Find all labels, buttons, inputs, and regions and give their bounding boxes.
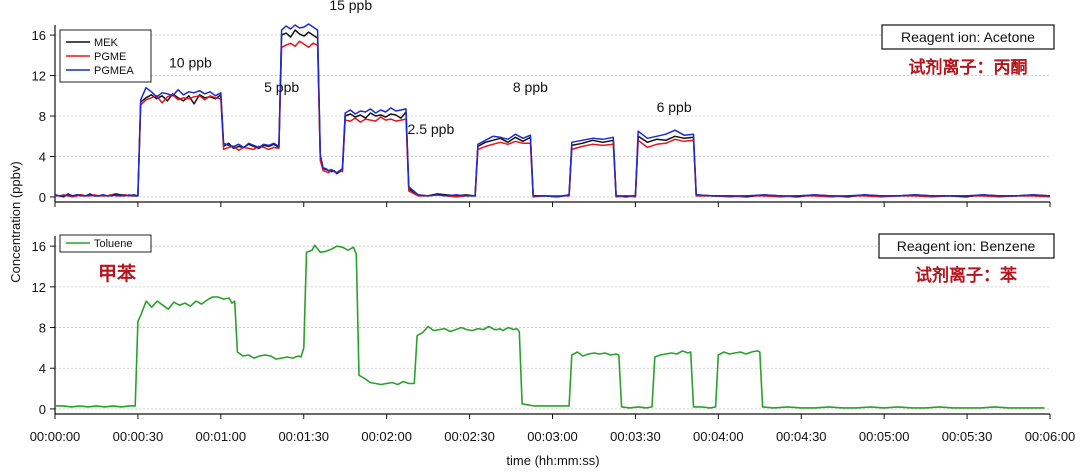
x-tick-label: 00:05:00	[859, 429, 910, 444]
reagent-acetone-text: Reagent ion: Acetone	[901, 29, 1035, 45]
concentration-annotation: 6 ppb	[657, 99, 692, 115]
legend-mek-label: MEK	[94, 37, 119, 49]
concentration-annotation: 10 ppb	[169, 54, 212, 70]
reagent-acetone-cn: 试剂离子：丙酮	[909, 57, 1028, 77]
y-tick-label: 16	[32, 28, 46, 43]
concentration-annotation: 8 ppb	[513, 79, 548, 95]
reagent-benzene-text: Reagent ion: Benzene	[897, 238, 1036, 254]
y-tick-label: 12	[32, 69, 46, 84]
x-tick-label: 00:03:30	[610, 429, 661, 444]
bottom-panel: 0 4 8 12 16	[32, 236, 1051, 419]
x-tick-label: 00:04:30	[776, 429, 827, 444]
x-tick-label: 00:04:00	[693, 429, 744, 444]
x-axis-label: time (hh:mm:ss)	[506, 453, 599, 468]
y-tick-label: 12	[32, 280, 46, 295]
x-tick-label: 00:02:30	[444, 429, 495, 444]
legend-top: MEK PGME PGMEA	[59, 29, 152, 83]
y-tick-label: 4	[39, 361, 46, 376]
series-pgme-line	[55, 40, 1051, 198]
toluene-cn-label: 甲苯	[98, 262, 136, 285]
y-tick-label: 0	[39, 190, 46, 205]
legend-pgme-label: PGME	[94, 51, 126, 63]
series-pgmea-line	[54, 23, 1051, 198]
concentration-annotation: 5 ppb	[264, 79, 299, 95]
concentration-annotation: 15 ppb	[329, 0, 372, 13]
legend-bottom: Toluene	[59, 234, 152, 253]
concentration-annotation: 2.5 ppb	[408, 121, 455, 137]
x-tick-label: 00:03:00	[527, 429, 578, 444]
y-tick-label: 16	[32, 239, 46, 254]
x-tick-label: 00:00:30	[113, 429, 164, 444]
reagent-benzene-cn: 试剂离子：苯	[915, 265, 1017, 285]
legend-pgmea-label: PGMEA	[94, 65, 134, 77]
y-tick-label: 8	[39, 321, 46, 336]
y-axis-label: Concentration (ppbv)	[8, 161, 23, 282]
reagent-benzene-box	[878, 233, 1055, 259]
x-tick-label: 00:01:30	[278, 429, 329, 444]
y-tick-label: 4	[39, 149, 46, 164]
top-panel: 0 4 8 12 16	[32, 23, 1051, 207]
x-tick-label: 00:01:00	[196, 429, 247, 444]
y-tick-label: 8	[39, 109, 46, 124]
x-tick-label: 00:05:30	[942, 429, 993, 444]
y-tick-label: 0	[39, 402, 46, 417]
reagent-acetone-box	[881, 24, 1055, 50]
x-tick-label: 00:06:00	[1025, 429, 1076, 444]
series-toluene-line	[55, 244, 1045, 409]
x-tick-label: 00:02:00	[361, 429, 412, 444]
x-tick-label: 00:00:00	[30, 429, 81, 444]
concentration-annotations: 10 ppb 5 ppb 15 ppb 2.5 ppb 8 ppb 6 ppb	[169, 0, 692, 137]
x-axis: 00:00:00 00:00:30 00:01:00 00:01:30 00:02:00…	[30, 429, 1076, 444]
legend-bottom-frame	[59, 234, 152, 253]
legend-toluene-label: Toluene	[94, 238, 133, 250]
